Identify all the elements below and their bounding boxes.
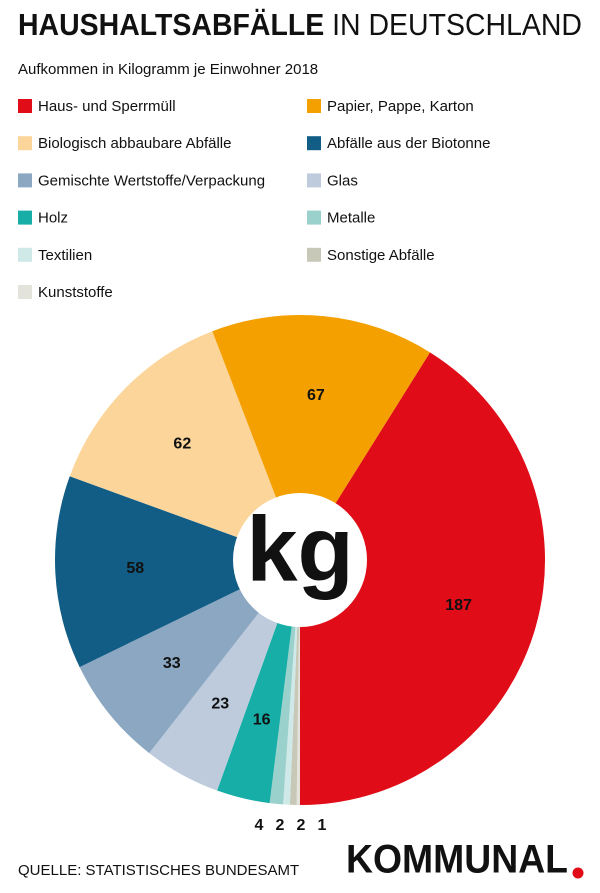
value-label: 2 [297, 817, 306, 834]
value-label: 58 [126, 560, 144, 577]
chart-subtitle: Aufkommen in Kilogramm je Einwohner 2018 [18, 61, 318, 78]
legend-swatch [18, 210, 32, 225]
pie-slice [69, 331, 300, 560]
legend-label: Papier, Pappe, Karton [327, 98, 474, 115]
legend-swatch [18, 136, 32, 151]
value-label: 4 [255, 817, 264, 834]
legend-label: Holz [38, 210, 68, 227]
legend-label: Haus- und Sperrmüll [38, 98, 176, 115]
value-label: 16 [253, 712, 271, 729]
value-label: 2 [276, 817, 285, 834]
legend-label: Abfälle aus der Biotonne [327, 135, 490, 152]
chart-title: HAUSHALTSABFÄLLE IN DEUTSCHLAND [18, 7, 582, 42]
legend-label: Textilien [38, 247, 92, 264]
pie-slice [149, 560, 300, 791]
legend-swatch [307, 247, 321, 262]
value-label: 33 [163, 655, 181, 672]
title-bold: HAUSHALTSABFÄLLE [18, 7, 324, 42]
center-label: kg [246, 498, 353, 600]
value-label: 62 [173, 436, 191, 453]
source: QUELLE: STATISTISCHES BUNDESAMT [18, 862, 299, 879]
pie-slice [300, 352, 545, 805]
legend: Haus- und Sperrmüll Papier, Pappe, Karton… [18, 98, 490, 301]
legend-swatch [307, 210, 321, 225]
legend-swatch [18, 173, 32, 188]
value-label: 187 [445, 597, 472, 614]
pie-slice [55, 476, 300, 668]
legend-swatch [18, 247, 32, 262]
center-hole [233, 493, 367, 627]
legend-swatch [18, 285, 32, 299]
legend-label: Gemischte Wertstoffe/Verpackung [38, 172, 265, 189]
legend-swatch [18, 99, 32, 113]
pie-slice [212, 315, 430, 560]
value-label: 23 [211, 696, 229, 713]
legend-label: Metalle [327, 210, 375, 227]
legend-label: Sonstige Abfälle [327, 247, 435, 264]
legend-label: Glas [327, 172, 358, 189]
pie-slice [79, 560, 301, 754]
title-rest: IN DEUTSCHLAND [332, 7, 582, 42]
legend-label: Kunststoffe [38, 284, 113, 301]
value-label: 1 [318, 817, 327, 834]
legend-swatch [307, 99, 321, 113]
brand-dot [572, 867, 584, 879]
legend-swatch [307, 136, 321, 151]
legend-swatch [307, 173, 321, 188]
legend-label: Biologisch abbaubare Abfälle [38, 135, 231, 152]
brand: KOMMUNAL [346, 838, 568, 882]
value-label: 67 [307, 387, 325, 404]
